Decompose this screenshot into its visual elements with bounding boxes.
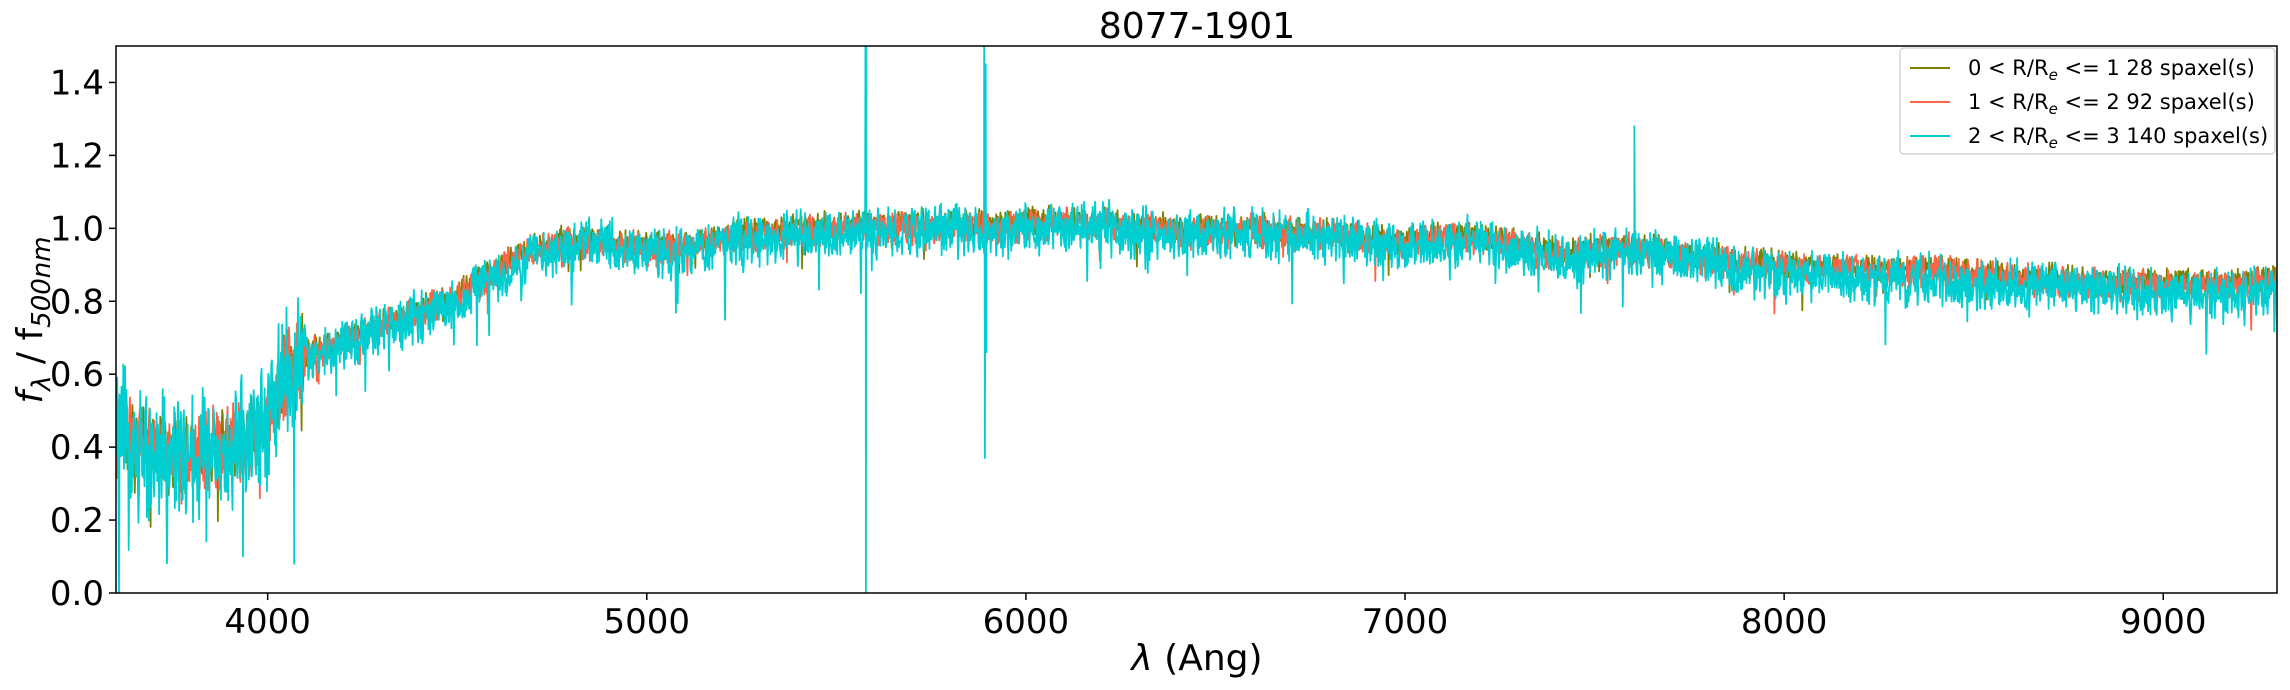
y-label-sub2: 500nm	[27, 236, 57, 327]
y-tick-label: 1.4	[50, 63, 104, 103]
x-axis-label: λ (Ang)	[1129, 638, 1262, 679]
y-tick-label: 0.8	[50, 282, 104, 322]
x-tick-label: 7000	[1362, 602, 1449, 642]
chart-title: 8077-1901	[1099, 6, 1295, 47]
legend-entry-label: 0 < R/Re <= 1 28 spaxel(s)	[1968, 56, 2255, 84]
y-label-sub1: λ	[27, 376, 57, 393]
y-tick-label: 0.2	[50, 501, 104, 541]
y-axis-label: fλ / f500nm	[10, 236, 57, 403]
x-tick-label: 4000	[224, 602, 311, 642]
y-tick-label: 0.4	[50, 428, 104, 468]
legend: 0 < R/Re <= 1 28 spaxel(s) 1 < R/Re <= 2 …	[1899, 47, 2276, 155]
x-tick-label: 5000	[604, 602, 691, 642]
plot-frame	[115, 45, 2278, 594]
x-label-symbol: λ	[1129, 638, 1152, 679]
legend-entry-label: 2 < R/Re <= 3 140 spaxel(s)	[1968, 124, 2268, 152]
y-axis: 0.0 0.2 0.4 0.6 0.8 1.0 1.2 1.4	[50, 63, 116, 614]
x-tick-label: 8000	[1741, 602, 1828, 642]
x-tick-label: 9000	[2120, 602, 2207, 642]
y-tick-label: 0.0	[50, 574, 104, 614]
y-tick-label: 1.2	[50, 136, 104, 176]
y-tick-label: 0.6	[50, 355, 104, 395]
y-label-sep: / f	[10, 327, 51, 376]
x-tick-label: 6000	[983, 602, 1070, 642]
x-axis: 4000 5000 6000 7000 8000 9000	[224, 593, 2207, 642]
legend-box	[1899, 47, 2276, 155]
x-label-unit: (Ang)	[1153, 638, 1263, 679]
series-line-2	[116, 46, 2277, 593]
series-group	[116, 46, 2277, 593]
legend-entry-label: 1 < R/Re <= 2 92 spaxel(s)	[1968, 90, 2255, 118]
y-tick-label: 1.0	[50, 209, 104, 249]
